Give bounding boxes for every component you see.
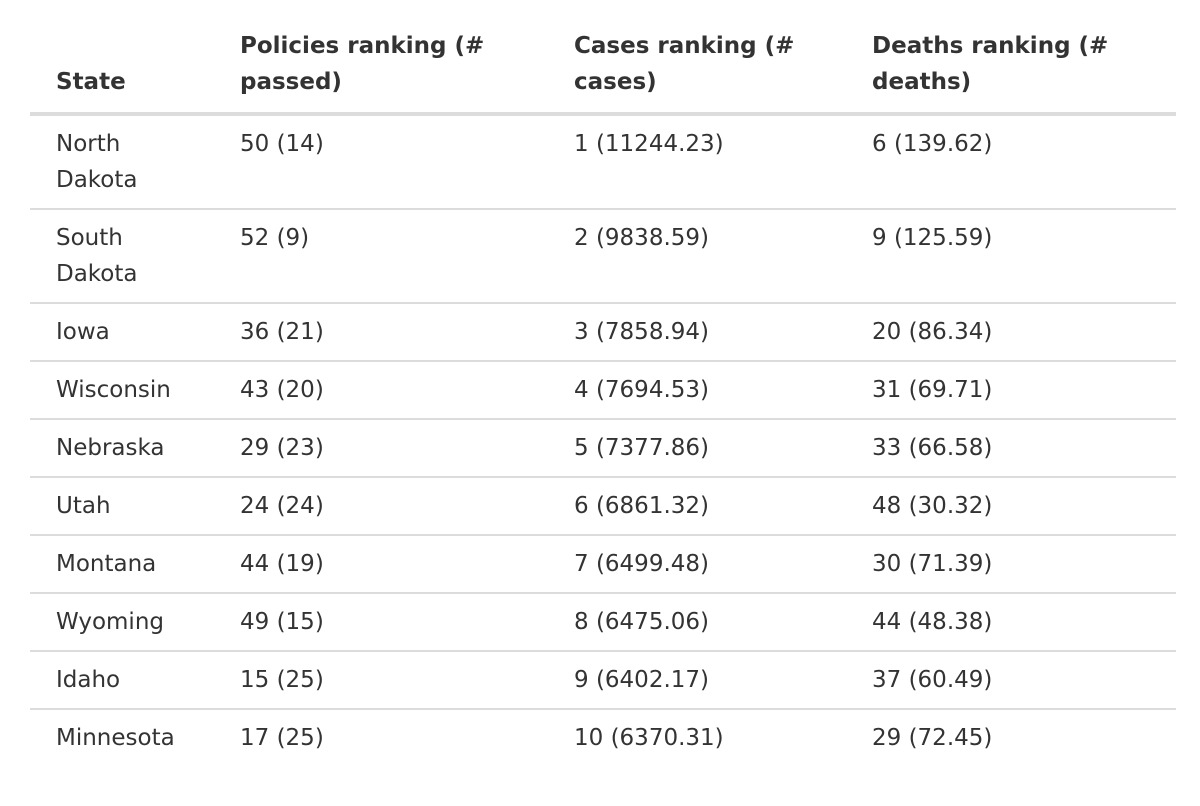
cell-policies: 15 (25) [214,651,548,710]
cell-policies: 17 (25) [240,725,324,751]
state-ranking-table-container: State Policies ranking (# passed) Cases … [30,28,1176,766]
cell-cases: 9 (6402.17) [548,651,846,710]
table-row: Utah 24 (24) 6 (6861.32) 48 (30.32) [30,477,1176,536]
cell-deaths: 30 (71.39) [846,535,1176,594]
cell-policies: 43 (20) [214,361,548,420]
cell-state: North Dakota [30,114,214,210]
header-policies-ranking: Policies ranking (# passed) [214,28,548,116]
cell-policies: 29 (23) [214,419,548,478]
cell-cases: 7 (6499.48) [548,535,846,594]
header-deaths-ranking: Deaths ranking (# deaths) [846,28,1176,116]
cell-cases: 2 (9838.59) [548,209,846,304]
table-row: South Dakota 52 (9) 2 (9838.59) 9 (125.5… [30,209,1176,304]
cell-cases: 4 (7694.53) [548,361,846,420]
table-row: Iowa 36 (21) 3 (7858.94) 20 (86.34) [30,303,1176,362]
cell-state: Montana [30,535,214,594]
table-row: Wisconsin 43 (20) 4 (7694.53) 31 (69.71) [30,361,1176,420]
cell-deaths: 20 (86.34) [846,303,1176,362]
cell-deaths: 37 (60.49) [846,651,1176,710]
cell-policies: 24 (24) [214,477,548,536]
cell-cases: 6 (6861.32) [548,477,846,536]
header-row: State Policies ranking (# passed) Cases … [30,28,1176,116]
cell-deaths: 48 (30.32) [846,477,1176,536]
cell-cases: 3 (7858.94) [548,303,846,362]
cell-deaths: 33 (66.58) [846,419,1176,478]
table-row: Wyoming 49 (15) 8 (6475.06) 44 (48.38) [30,593,1176,652]
cell-cases: 5 (7377.86) [548,419,846,478]
table-body: North Dakota 50 (14) 1 (11244.23) 6 (139… [30,114,1176,766]
cell-state: Nebraska [30,419,214,478]
state-ranking-table: State Policies ranking (# passed) Cases … [30,28,1176,766]
cell-cases: 1 (11244.23) [548,114,846,210]
cell-deaths: 6 (139.62) [846,114,1176,210]
cell-policies: 44 (19) [214,535,548,594]
cell-state: South Dakota [30,209,214,304]
table-row: Nebraska 29 (23) 5 (7377.86) 33 (66.58) [30,419,1176,478]
table-row: Idaho 15 (25) 9 (6402.17) 37 (60.49) [30,651,1176,710]
cell-deaths: 44 (48.38) [846,593,1176,652]
cell-state: Utah [30,477,214,536]
cell-policies: 49 (15) [214,593,548,652]
cell-state: Idaho [30,651,214,710]
cell-state: Minnesota [56,725,175,751]
cell-deaths: 9 (125.59) [846,209,1176,304]
table-row: Montana 44 (19) 7 (6499.48) 30 (71.39) [30,535,1176,594]
cell-deaths: 29 (72.45) [872,725,993,751]
cell-cases: 8 (6475.06) [548,593,846,652]
cell-cases: 10 (6370.31) [574,725,724,751]
cell-deaths: 31 (69.71) [846,361,1176,420]
cell-policies: 52 (9) [214,209,548,304]
cell-state: Wyoming [30,593,214,652]
table-row: North Dakota 50 (14) 1 (11244.23) 6 (139… [30,114,1176,210]
cell-policies: 50 (14) [214,114,548,210]
cell-policies: 36 (21) [214,303,548,362]
cell-state: Wisconsin [30,361,214,420]
header-cases-ranking: Cases ranking (# cases) [548,28,846,116]
table-header: State Policies ranking (# passed) Cases … [30,28,1176,116]
header-state: State [30,28,214,116]
table-row: Minnesota 17 (25) 10 (6370.31) 29 (72.45… [30,709,1176,766]
cell-state: Iowa [30,303,214,362]
